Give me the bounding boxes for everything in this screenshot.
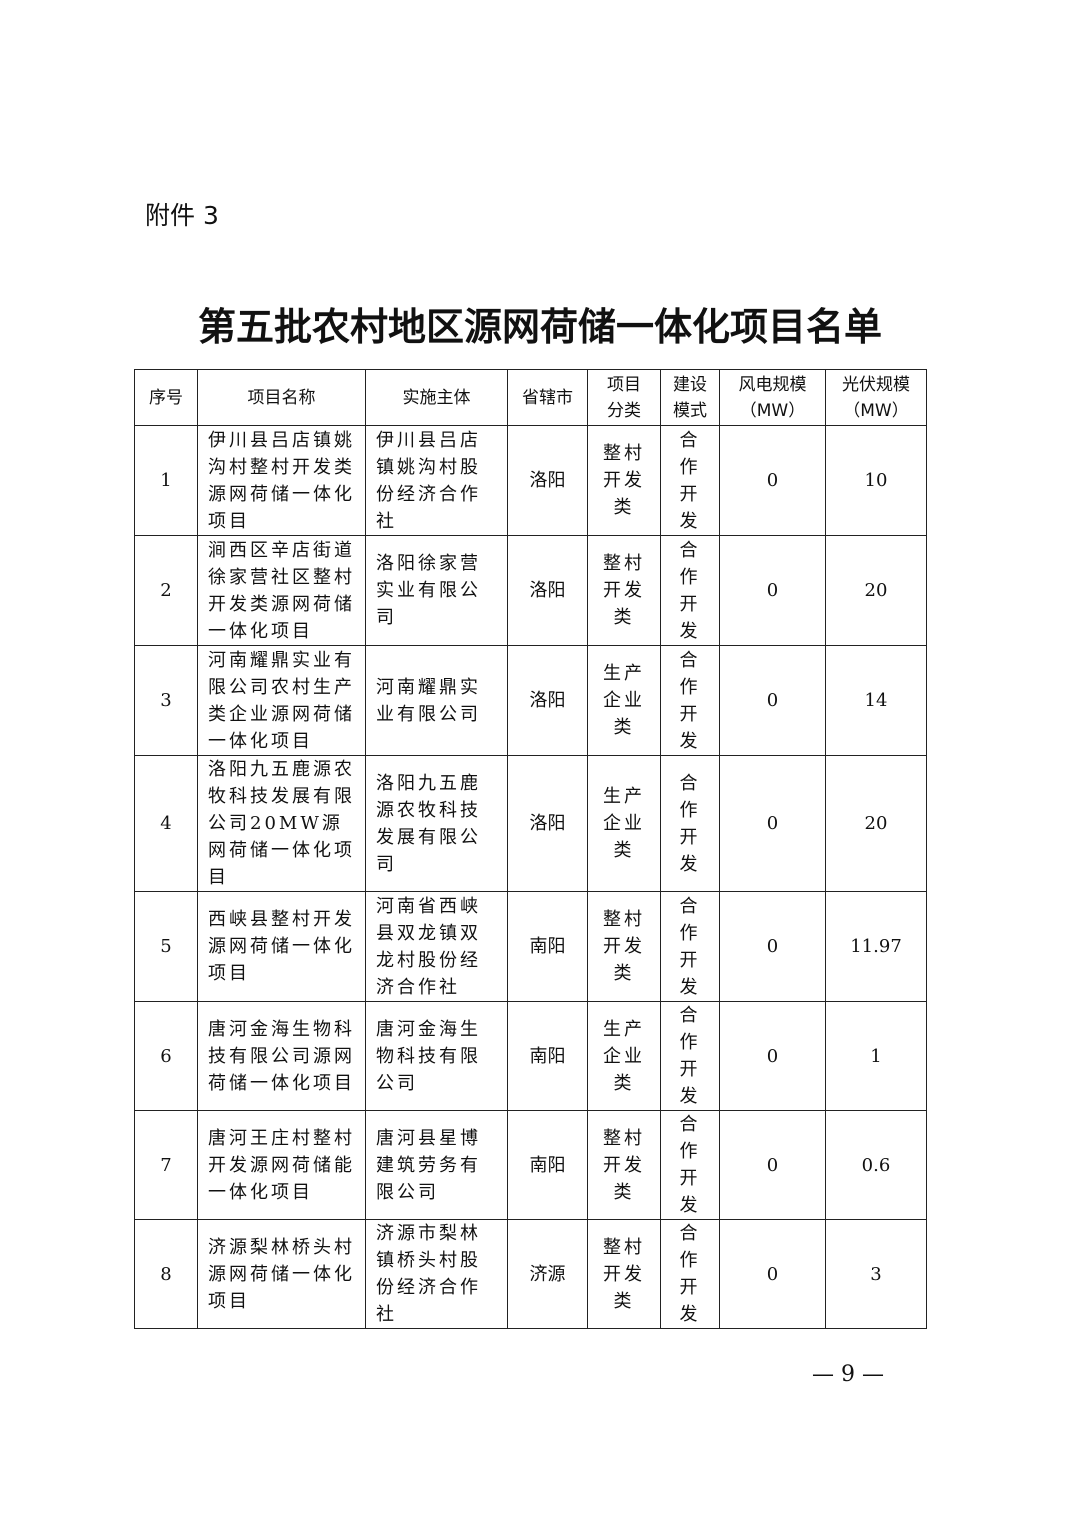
cell-category: 整村开发类	[587, 425, 661, 536]
header-project-name: 项目名称	[197, 369, 366, 426]
cell-index: 4	[134, 755, 198, 892]
attachment-label: 附件 3	[145, 201, 219, 230]
cell-index: 8	[134, 1219, 198, 1329]
cell-city: 南阳	[507, 1110, 588, 1220]
cell-index: 3	[134, 645, 198, 756]
cell-wind-capacity: 0	[719, 891, 826, 1002]
cell-mode: 合作开发	[660, 1001, 720, 1111]
cell-city: 洛阳	[507, 425, 588, 536]
cell-project-name: 唐河金海生物科技有限公司源网荷储一体化项目	[197, 1001, 366, 1111]
cell-index: 5	[134, 891, 198, 1002]
table-row: 1 伊川县吕店镇姚沟村整村开发类源网荷储一体化项目 伊川县吕店镇姚沟村股份经济合作社…	[134, 425, 927, 536]
cell-category: 整村开发类	[587, 1110, 661, 1220]
cell-project-name: 河南耀鼎实业有限公司农村生产类企业源网荷储一体化项目	[197, 645, 366, 756]
cell-implementer: 伊川县吕店镇姚沟村股份经济合作社	[365, 425, 508, 536]
cell-solar-capacity: 14	[825, 645, 927, 756]
header-category: 项目分类	[587, 369, 661, 426]
cell-city: 南阳	[507, 891, 588, 1002]
cell-mode: 合作开发	[660, 535, 720, 646]
cell-solar-capacity: 20	[825, 755, 927, 892]
cell-project-name: 唐河王庄村整村开发源网荷储能一体化项目	[197, 1110, 366, 1220]
table-row: 5 西峡县整村开发源网荷储一体化项目 河南省西峡县双龙镇双龙村股份经济合作社 南阳 整村…	[134, 891, 927, 1002]
cell-mode: 合作开发	[660, 891, 720, 1002]
cell-solar-capacity: 0.6	[825, 1110, 927, 1220]
table-row: 7 唐河王庄村整村开发源网荷储能一体化项目 唐河县星博建筑劳务有限公司 南阳 整村开发类…	[134, 1110, 927, 1220]
table-row: 3 河南耀鼎实业有限公司农村生产类企业源网荷储一体化项目 河南耀鼎实业有限公司 洛阳生…	[134, 645, 927, 756]
cell-implementer: 河南耀鼎实业有限公司	[365, 645, 508, 756]
table-row: 8 济源梨林桥头村源网荷储一体化项目 济源市梨林镇桥头村股份经济合作社 济源 整村开发类…	[134, 1219, 927, 1329]
cell-project-name: 洛阳九五鹿源农牧科技发展有限公司20MW源网荷储一体化项目	[197, 755, 366, 892]
cell-solar-capacity: 11.97	[825, 891, 927, 1002]
cell-index: 6	[134, 1001, 198, 1111]
cell-wind-capacity: 0	[719, 1219, 826, 1329]
project-table: 序号 项目名称 实施主体 省辖市 项目分类 建设模式 风电规模（MW） 光伏规模…	[134, 369, 927, 1329]
cell-wind-capacity: 0	[719, 755, 826, 892]
cell-project-name: 济源梨林桥头村源网荷储一体化项目	[197, 1219, 366, 1329]
cell-mode: 合作开发	[660, 1110, 720, 1220]
cell-implementer: 洛阳徐家营实业有限公司	[365, 535, 508, 646]
cell-wind-capacity: 0	[719, 1001, 826, 1111]
cell-index: 2	[134, 535, 198, 646]
cell-mode: 合作开发	[660, 425, 720, 536]
table-header-row: 序号 项目名称 实施主体 省辖市 项目分类 建设模式 风电规模（MW） 光伏规模…	[134, 369, 927, 426]
cell-category: 生产企业类	[587, 1001, 661, 1111]
document-title: 第五批农村地区源网荷储一体化项目名单	[197, 304, 882, 349]
cell-category: 整村开发类	[587, 535, 661, 646]
cell-implementer: 唐河县星博建筑劳务有限公司	[365, 1110, 508, 1220]
cell-index: 7	[134, 1110, 198, 1220]
header-wind-capacity: 风电规模（MW）	[719, 369, 826, 426]
table-row: 2 涧西区辛店街道徐家营社区整村开发类源网荷储一体化项目 洛阳徐家营实业有限公司 洛阳…	[134, 535, 927, 646]
cell-category: 生产企业类	[587, 755, 661, 892]
cell-mode: 合作开发	[660, 755, 720, 892]
header-city: 省辖市	[507, 369, 588, 426]
table-row: 4 洛阳九五鹿源农牧科技发展有限公司20MW源网荷储一体化项目 洛阳九五鹿源农牧科技…	[134, 755, 927, 892]
cell-category: 整村开发类	[587, 891, 661, 1002]
cell-implementer: 济源市梨林镇桥头村股份经济合作社	[365, 1219, 508, 1329]
cell-index: 1	[134, 425, 198, 536]
cell-project-name: 伊川县吕店镇姚沟村整村开发类源网荷储一体化项目	[197, 425, 366, 536]
cell-city: 洛阳	[507, 645, 588, 756]
cell-solar-capacity: 1	[825, 1001, 927, 1111]
header-mode: 建设模式	[660, 369, 720, 426]
page-number: — 9 —	[812, 1362, 884, 1387]
cell-city: 济源	[507, 1219, 588, 1329]
cell-mode: 合作开发	[660, 1219, 720, 1329]
cell-mode: 合作开发	[660, 645, 720, 756]
cell-implementer: 河南省西峡县双龙镇双龙村股份经济合作社	[365, 891, 508, 1002]
cell-implementer: 洛阳九五鹿源农牧科技发展有限公司	[365, 755, 508, 892]
header-implementer: 实施主体	[365, 369, 508, 426]
cell-solar-capacity: 20	[825, 535, 927, 646]
cell-city: 洛阳	[507, 755, 588, 892]
cell-solar-capacity: 10	[825, 425, 927, 536]
cell-wind-capacity: 0	[719, 535, 826, 646]
cell-project-name: 涧西区辛店街道徐家营社区整村开发类源网荷储一体化项目	[197, 535, 366, 646]
header-solar-capacity: 光伏规模（MW）	[825, 369, 927, 426]
header-index: 序号	[134, 369, 198, 426]
cell-category: 整村开发类	[587, 1219, 661, 1329]
cell-city: 洛阳	[507, 535, 588, 646]
cell-wind-capacity: 0	[719, 1110, 826, 1220]
cell-city: 南阳	[507, 1001, 588, 1111]
cell-project-name: 西峡县整村开发源网荷储一体化项目	[197, 891, 366, 1002]
cell-implementer: 唐河金海生物科技有限公司	[365, 1001, 508, 1111]
cell-solar-capacity: 3	[825, 1219, 927, 1329]
cell-category: 生产企业类	[587, 645, 661, 756]
cell-wind-capacity: 0	[719, 425, 826, 536]
cell-wind-capacity: 0	[719, 645, 826, 756]
table-row: 6 唐河金海生物科技有限公司源网荷储一体化项目 唐河金海生物科技有限公司 南阳 生产企业…	[134, 1001, 927, 1111]
